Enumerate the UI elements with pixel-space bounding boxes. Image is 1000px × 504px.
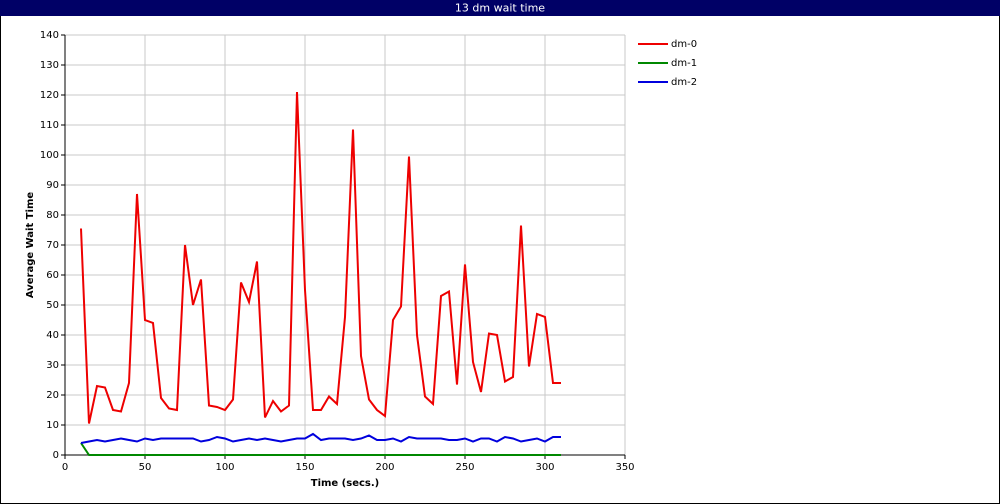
y-tick-label: 60 — [46, 270, 59, 281]
series-line — [80, 442, 561, 456]
y-tick-label: 30 — [46, 360, 59, 371]
y-tick-label: 70 — [46, 240, 59, 251]
y-tick-label: 130 — [40, 60, 59, 71]
series-line — [80, 91, 561, 424]
series-line — [80, 432, 561, 444]
y-tick-label: 110 — [40, 120, 59, 131]
legend-label: dm-0 — [671, 39, 697, 50]
chart-title: 13 dm wait time — [455, 2, 545, 15]
x-tick-label: 100 — [215, 462, 234, 473]
y-tick-label: 20 — [46, 390, 59, 401]
x-tick-label: 350 — [615, 462, 634, 473]
y-tick-label: 120 — [40, 90, 59, 101]
x-tick-label: 200 — [375, 462, 394, 473]
x-tick-label: 300 — [535, 462, 554, 473]
y-tick-label: 40 — [46, 330, 59, 341]
x-axis-label: Time (secs.) — [311, 478, 380, 489]
y-tick-label: 80 — [46, 210, 59, 221]
title-bar — [0, 0, 1000, 16]
y-tick-label: 10 — [46, 420, 59, 431]
y-tick-label: 90 — [46, 180, 59, 191]
x-tick-label: 0 — [62, 462, 68, 473]
legend-label: dm-2 — [671, 77, 697, 88]
y-tick-label: 100 — [40, 150, 59, 161]
y-tick-label: 140 — [40, 30, 59, 41]
legend-label: dm-1 — [671, 58, 697, 69]
x-tick-label: 150 — [295, 462, 314, 473]
x-tick-label: 50 — [139, 462, 152, 473]
y-tick-label: 0 — [53, 450, 59, 461]
x-tick-label: 250 — [455, 462, 474, 473]
y-axis-label: Average Wait Time — [25, 192, 36, 299]
y-tick-label: 50 — [46, 300, 59, 311]
